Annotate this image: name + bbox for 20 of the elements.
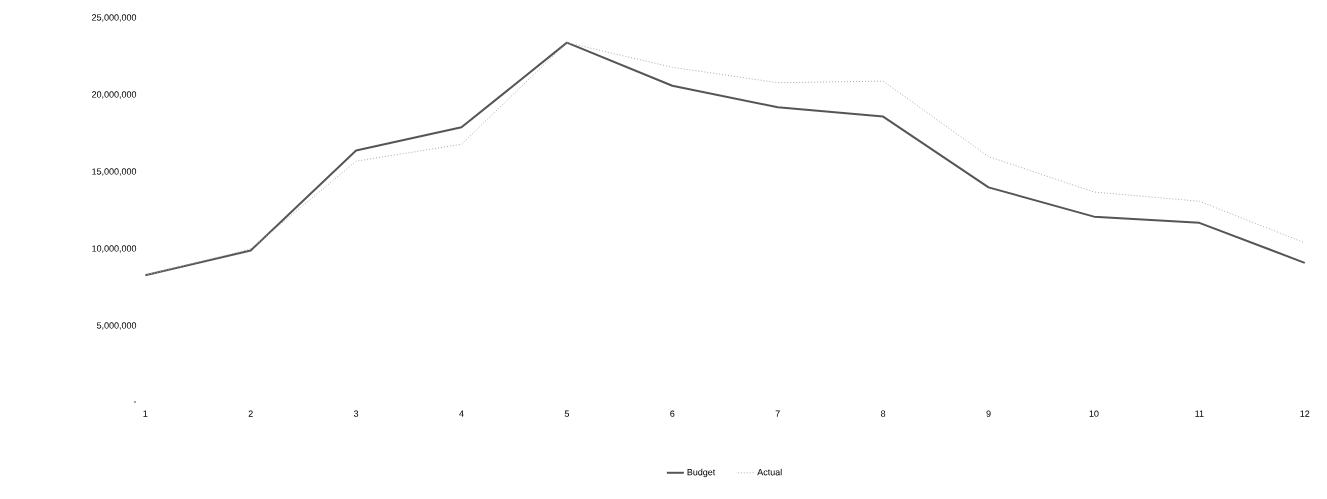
y-tick-label: 20,000,000 — [92, 91, 137, 99]
y-tick-label: 5,000,000 — [96, 322, 137, 330]
x-tick-label: 10 — [1089, 410, 1099, 417]
x-tick-label: 5 — [564, 410, 570, 417]
x-tick-label: 4 — [459, 410, 464, 417]
x-tick-label: 12 — [1300, 410, 1310, 417]
y-tick-label: 15,000,000 — [92, 168, 137, 176]
x-tick-label: 1 — [143, 410, 148, 417]
y-tick-label: - — [133, 401, 137, 403]
x-tick-label: 3 — [353, 410, 359, 417]
legend-label: Actual — [757, 468, 782, 476]
x-tick-label: 11 — [1195, 410, 1204, 417]
y-tick-label: 25,000,000 — [92, 14, 137, 22]
x-tick-label: 7 — [775, 410, 780, 417]
y-tick-label: 10,000,000 — [92, 245, 137, 253]
legend-label: Budget — [687, 468, 716, 478]
x-tick-label: 8 — [881, 410, 886, 417]
x-tick-label: 2 — [248, 410, 253, 417]
x-tick-label: 9 — [986, 410, 991, 417]
x-tick-label: 6 — [670, 410, 675, 417]
